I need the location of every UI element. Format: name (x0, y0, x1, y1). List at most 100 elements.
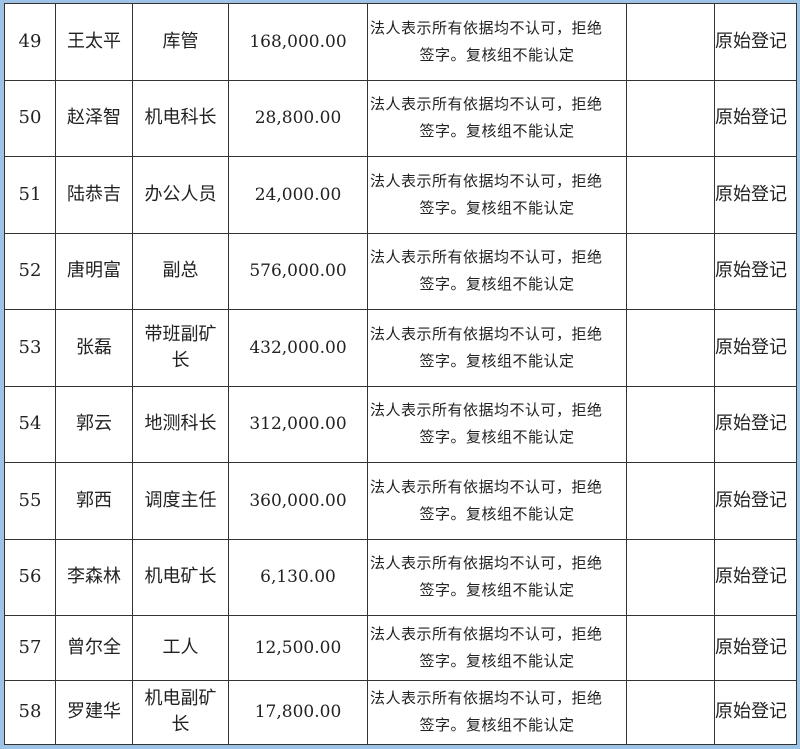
empty-cell (626, 538, 715, 616)
person-name: 王太平 (55, 3, 133, 81)
amount: 6,130.00 (228, 538, 368, 616)
job-title: 库管 (132, 3, 229, 81)
person-name: 郭西 (55, 462, 133, 540)
status: 原始登记 (714, 156, 797, 234)
table-row: 50 赵泽智 机电科长 28,800.00 法人表示所有依据均不认可，拒绝 签字… (4, 79, 797, 157)
person-name: 唐明富 (55, 232, 133, 310)
amount: 28,800.00 (228, 79, 368, 157)
status: 原始登记 (714, 232, 797, 310)
empty-cell (626, 156, 715, 234)
person-name: 赵泽智 (55, 79, 133, 157)
row-number: 55 (4, 462, 56, 540)
job-title: 副总 (132, 232, 229, 310)
job-title: 机电副矿长 (132, 679, 229, 745)
table-row: 51 陆恭吉 办公人员 24,000.00 法人表示所有依据均不认可，拒绝 签字… (4, 156, 797, 234)
row-number: 56 (4, 538, 56, 616)
remark-line-2: 签字。复核组不能认定 (419, 275, 575, 294)
empty-cell (626, 232, 715, 310)
empty-cell (626, 615, 715, 681)
status: 原始登记 (714, 3, 797, 81)
row-number: 52 (4, 232, 56, 310)
amount: 24,000.00 (228, 156, 368, 234)
remark: 法人表示所有依据均不认可，拒绝 签字。复核组不能认定 (367, 679, 627, 745)
person-name: 郭云 (55, 385, 133, 463)
amount: 360,000.00 (228, 462, 368, 540)
remark-line-1: 法人表示所有依据均不认可，拒绝 (370, 477, 603, 496)
remark-line-2: 签字。复核组不能认定 (419, 581, 575, 600)
table-row: 56 李森林 机电矿长 6,130.00 法人表示所有依据均不认可，拒绝 签字。… (4, 538, 797, 616)
remark-line-2: 签字。复核组不能认定 (419, 428, 575, 447)
remark: 法人表示所有依据均不认可，拒绝 签字。复核组不能认定 (367, 538, 627, 616)
job-title: 带班副矿长 (132, 309, 229, 387)
row-number: 49 (4, 3, 56, 81)
row-number: 57 (4, 615, 56, 681)
amount: 576,000.00 (228, 232, 368, 310)
status: 原始登记 (714, 538, 797, 616)
remark: 法人表示所有依据均不认可，拒绝 签字。复核组不能认定 (367, 232, 627, 310)
wage-claims-table: 49 王太平 库管 168,000.00 法人表示所有依据均不认可，拒绝 签字。… (4, 3, 797, 745)
amount: 312,000.00 (228, 385, 368, 463)
remark-line-1: 法人表示所有依据均不认可，拒绝 (370, 248, 603, 267)
amount: 168,000.00 (228, 3, 368, 81)
empty-cell (626, 3, 715, 81)
row-number: 54 (4, 385, 56, 463)
status: 原始登记 (714, 385, 797, 463)
job-title: 机电科长 (132, 79, 229, 157)
row-number: 50 (4, 79, 56, 157)
person-name: 曾尔全 (55, 615, 133, 681)
table-row: 58 罗建华 机电副矿长 17,800.00 法人表示所有依据均不认可，拒绝 签… (4, 679, 797, 745)
empty-cell (626, 462, 715, 540)
status: 原始登记 (714, 462, 797, 540)
remark-line-2: 签字。复核组不能认定 (419, 198, 575, 217)
remark-line-1: 法人表示所有依据均不认可，拒绝 (370, 18, 603, 37)
document-sheet: 49 王太平 库管 168,000.00 法人表示所有依据均不认可，拒绝 签字。… (4, 3, 797, 745)
empty-cell (626, 309, 715, 387)
person-name: 李森林 (55, 538, 133, 616)
status: 原始登记 (714, 615, 797, 681)
remark: 法人表示所有依据均不认可，拒绝 签字。复核组不能认定 (367, 462, 627, 540)
remark: 法人表示所有依据均不认可，拒绝 签字。复核组不能认定 (367, 309, 627, 387)
remark-line-2: 签字。复核组不能认定 (419, 504, 575, 523)
row-number: 53 (4, 309, 56, 387)
remark-line-2: 签字。复核组不能认定 (419, 716, 575, 735)
remark: 法人表示所有依据均不认可，拒绝 签字。复核组不能认定 (367, 3, 627, 81)
person-name: 张磊 (55, 309, 133, 387)
job-title: 机电矿长 (132, 538, 229, 616)
remark-line-1: 法人表示所有依据均不认可，拒绝 (370, 95, 603, 114)
table-row: 54 郭云 地测科长 312,000.00 法人表示所有依据均不认可，拒绝 签字… (4, 385, 797, 463)
remark-line-2: 签字。复核组不能认定 (419, 45, 575, 64)
table-row: 53 张磊 带班副矿长 432,000.00 法人表示所有依据均不认可，拒绝 签… (4, 309, 797, 387)
remark-line-2: 签字。复核组不能认定 (419, 651, 575, 670)
remark-line-1: 法人表示所有依据均不认可，拒绝 (370, 401, 603, 420)
remark: 法人表示所有依据均不认可，拒绝 签字。复核组不能认定 (367, 79, 627, 157)
person-name: 陆恭吉 (55, 156, 133, 234)
row-number: 51 (4, 156, 56, 234)
job-title: 调度主任 (132, 462, 229, 540)
amount: 432,000.00 (228, 309, 368, 387)
remark: 法人表示所有依据均不认可，拒绝 签字。复核组不能认定 (367, 615, 627, 681)
amount: 12,500.00 (228, 615, 368, 681)
empty-cell (626, 385, 715, 463)
job-title: 工人 (132, 615, 229, 681)
status: 原始登记 (714, 309, 797, 387)
table-row: 49 王太平 库管 168,000.00 法人表示所有依据均不认可，拒绝 签字。… (4, 3, 797, 81)
remark-line-2: 签字。复核组不能认定 (419, 351, 575, 370)
table-row: 57 曾尔全 工人 12,500.00 法人表示所有依据均不认可，拒绝 签字。复… (4, 615, 797, 681)
remark-line-1: 法人表示所有依据均不认可，拒绝 (370, 324, 603, 343)
remark: 法人表示所有依据均不认可，拒绝 签字。复核组不能认定 (367, 156, 627, 234)
status: 原始登记 (714, 79, 797, 157)
row-number: 58 (4, 679, 56, 745)
empty-cell (626, 679, 715, 745)
status: 原始登记 (714, 679, 797, 745)
empty-cell (626, 79, 715, 157)
job-title: 办公人员 (132, 156, 229, 234)
remark-line-1: 法人表示所有依据均不认可，拒绝 (370, 624, 603, 643)
amount: 17,800.00 (228, 679, 368, 745)
remark-line-1: 法人表示所有依据均不认可，拒绝 (370, 689, 603, 708)
remark: 法人表示所有依据均不认可，拒绝 签字。复核组不能认定 (367, 385, 627, 463)
person-name: 罗建华 (55, 679, 133, 745)
table-row: 52 唐明富 副总 576,000.00 法人表示所有依据均不认可，拒绝 签字。… (4, 232, 797, 310)
table-row: 55 郭西 调度主任 360,000.00 法人表示所有依据均不认可，拒绝 签字… (4, 462, 797, 540)
remark-line-1: 法人表示所有依据均不认可，拒绝 (370, 171, 603, 190)
remark-line-2: 签字。复核组不能认定 (419, 122, 575, 141)
